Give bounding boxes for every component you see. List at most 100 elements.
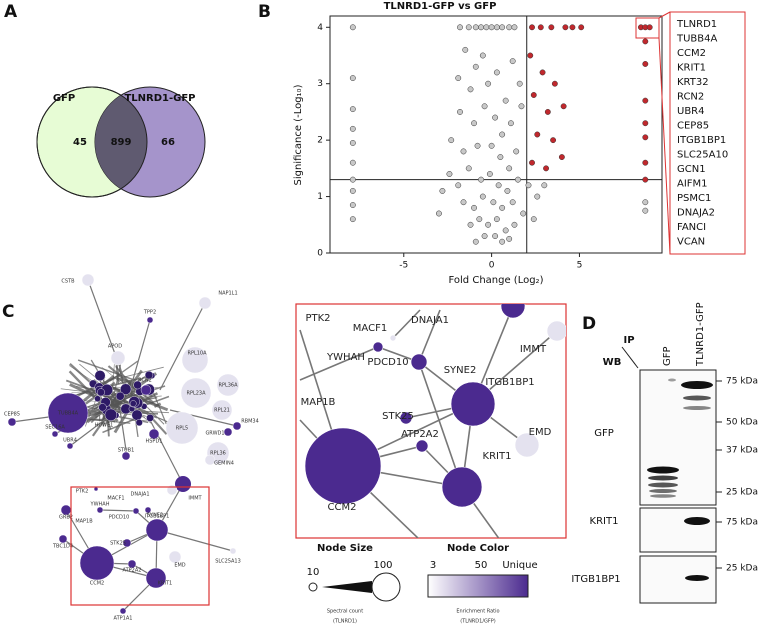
point: [439, 187, 446, 194]
marker-label: 75 kDa: [726, 518, 758, 528]
point: [481, 233, 488, 240]
node-label: PTK2: [76, 489, 89, 495]
band: [681, 381, 713, 389]
point: [455, 75, 462, 82]
node-label: CSTB: [61, 279, 75, 285]
point: [493, 24, 500, 31]
color-bar: [427, 574, 529, 598]
node: [121, 451, 131, 461]
point: [506, 235, 513, 242]
highlight-label: TLNRD1: [676, 19, 717, 30]
marker-label: 75 kDa: [726, 377, 758, 387]
node: [514, 432, 540, 458]
point: [530, 92, 537, 98]
node-label: STK25: [110, 541, 126, 547]
venn-count: 66: [161, 137, 175, 148]
point: [493, 69, 500, 76]
node: [93, 486, 99, 492]
point: [471, 204, 477, 211]
node: [96, 388, 105, 397]
highlight-label: CCM2: [677, 48, 706, 59]
point: [349, 75, 356, 82]
point: [349, 159, 356, 166]
venn-count: 899: [111, 137, 132, 148]
point: [506, 24, 513, 31]
lane-label: TLNRD1-GFP: [695, 302, 706, 367]
node-label: DNAJA1: [411, 315, 449, 326]
band: [683, 395, 711, 401]
y-tick-label: 3: [317, 79, 323, 89]
edge: [101, 367, 127, 388]
point: [578, 24, 585, 31]
highlight-label: VCAN: [677, 237, 705, 248]
node-label: PDCD10: [367, 357, 408, 368]
point: [455, 182, 462, 189]
x-tick-label: 0: [489, 261, 495, 271]
point: [515, 176, 521, 183]
node: [132, 507, 140, 515]
node-label: HSPD1: [146, 439, 163, 445]
node: [131, 409, 143, 421]
node-label: PTK2: [305, 313, 330, 324]
edge: [102, 417, 137, 434]
node: [96, 506, 104, 514]
node: [148, 428, 160, 440]
point: [478, 176, 485, 183]
node: [372, 341, 384, 353]
point: [646, 24, 653, 31]
node: [216, 373, 240, 397]
point: [499, 204, 506, 211]
highlight-label: DNAJA2: [677, 208, 715, 219]
x-tick-label: 5: [577, 261, 583, 271]
point: [509, 58, 516, 65]
legend-caption: (TLNRD1): [333, 619, 357, 625]
node: [223, 427, 233, 437]
node: [450, 381, 496, 427]
edge: [129, 319, 151, 391]
edge: [159, 302, 206, 391]
highlight-label: KRT32: [677, 77, 709, 88]
point: [465, 165, 472, 172]
point: [642, 159, 649, 166]
node-label: ITGB1BP1: [145, 514, 170, 520]
point: [474, 142, 481, 149]
marker-label: 37 kDa: [726, 446, 758, 456]
point: [504, 187, 511, 194]
node: [180, 377, 212, 409]
point: [499, 24, 506, 31]
legend-title: Node Size: [317, 543, 373, 554]
point: [472, 238, 479, 245]
point: [529, 24, 535, 31]
node-label: SYNE2: [147, 513, 163, 519]
venn-overlap: [95, 87, 147, 197]
node: [60, 504, 72, 516]
node-label: RPL21: [214, 408, 230, 414]
marker-label: 50 kDa: [726, 418, 758, 428]
point: [642, 61, 649, 67]
legend-text: Unique: [502, 560, 537, 571]
point: [462, 46, 469, 53]
point: [511, 221, 518, 228]
node-label: KRIT1: [158, 581, 172, 587]
point: [558, 154, 565, 161]
node-label: SEC16A: [45, 425, 65, 431]
highlight-label: TUBB4A: [676, 34, 718, 45]
band: [648, 482, 678, 488]
y-axis-label: Significance (-Log₁₀): [293, 84, 304, 185]
node: [66, 442, 74, 450]
highlight-label: ITGB1BP1: [677, 135, 726, 146]
node-label: YWHAH: [90, 502, 110, 508]
node: [145, 518, 169, 542]
node: [140, 384, 152, 396]
point: [543, 165, 550, 172]
highlight-label: PSMC1: [677, 193, 711, 204]
node: [146, 413, 154, 422]
edge: [119, 409, 127, 451]
panel-label: A: [4, 2, 18, 22]
node-label: UBR4: [63, 438, 77, 444]
highlight-label: CEP85: [677, 121, 709, 132]
point: [472, 24, 479, 31]
blot-text: WB: [603, 357, 622, 368]
x-axis-label: Fold Change (Log₂): [449, 275, 544, 286]
highlight-label: KRIT1: [677, 63, 706, 74]
